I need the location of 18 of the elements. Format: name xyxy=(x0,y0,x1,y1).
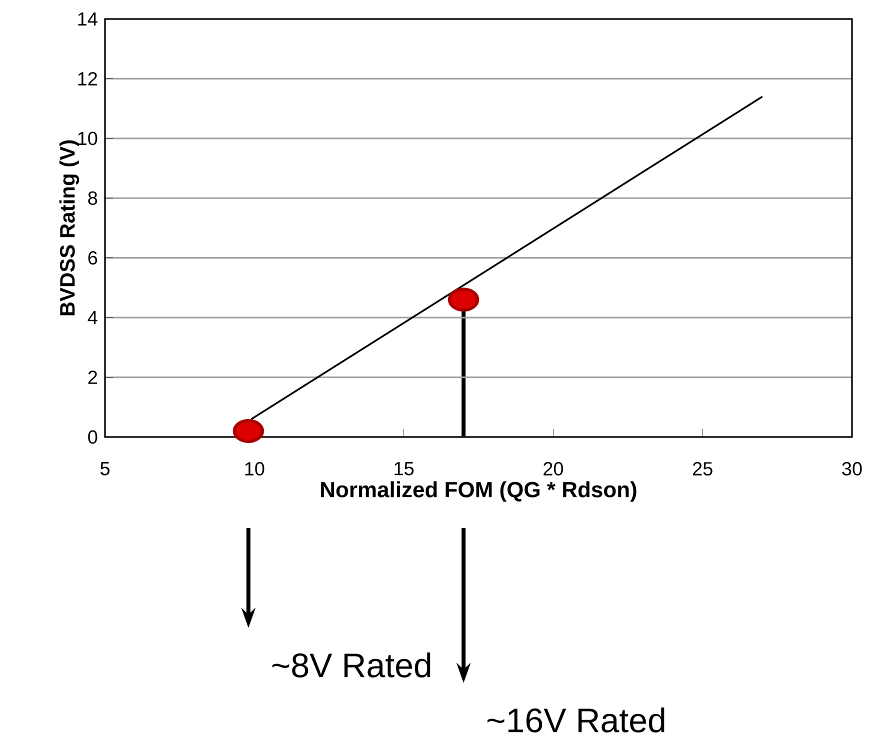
x-tick-label: 5 xyxy=(100,462,110,476)
x-tick-label: 20 xyxy=(544,462,564,476)
x-tick-label: 25 xyxy=(692,462,712,476)
y-tick-label: 4 xyxy=(88,311,98,324)
x-tick-label: 15 xyxy=(394,462,414,476)
y-tick-label: 14 xyxy=(78,12,98,26)
text: ~8V Rated xyxy=(272,652,430,678)
y-tick-label: 10 xyxy=(78,132,98,146)
text: ~16V Rated xyxy=(487,708,664,732)
y-tick-label: 2 xyxy=(88,370,97,384)
y-tick-label: 8 xyxy=(88,191,98,205)
y-axis-title: BVDSS Rating (V) xyxy=(59,140,80,316)
x-tick-label: 10 xyxy=(245,462,264,476)
y-tick-label: 0 xyxy=(88,430,98,444)
y-tick-label: 6 xyxy=(88,251,98,265)
x-axis-title: Normalized FOM (QG * Rdson) xyxy=(321,481,636,502)
y-tick-label: 12 xyxy=(78,72,97,86)
x-tick-label: 30 xyxy=(842,462,862,476)
